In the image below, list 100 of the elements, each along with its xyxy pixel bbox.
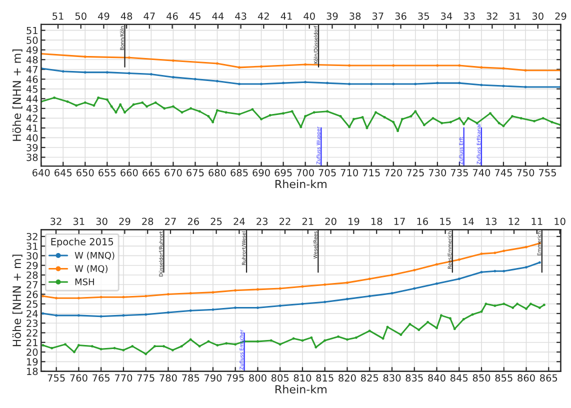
x2-tick-label: 12 (508, 218, 520, 225)
y-tick-label: 45 (26, 86, 38, 93)
y-tick-label: 18 (27, 368, 38, 376)
x-tick-label: 690 (252, 168, 270, 176)
y-tick-label: 38 (26, 154, 38, 162)
legend-label: W (MQ) (74, 265, 108, 274)
y-tick-label: 26 (26, 290, 38, 298)
x2-tick-label: 20 (325, 218, 336, 226)
x-tick-label: 715 (362, 169, 380, 176)
x2-tick-label: 23 (256, 218, 268, 226)
y-tick-label: 49 (26, 46, 38, 54)
x2-tick-label: 26 (188, 218, 199, 226)
x2-tick-label: 24 (234, 218, 245, 225)
x-tick-label: 660 (120, 168, 138, 176)
x-tick-label: 675 (186, 168, 204, 176)
x-tick-label: 770 (114, 374, 132, 382)
x-tick-label: 810 (294, 374, 312, 382)
y-tick-label: 46 (26, 76, 38, 83)
x2-tick-label: 19 (348, 218, 360, 226)
x-tick-label: 765 (92, 374, 110, 382)
x-tick-label: 705 (318, 168, 336, 176)
y-tick-label: 30 (26, 252, 38, 260)
x-tick-label: 720 (384, 168, 402, 176)
x-tick-label: 850 (472, 374, 490, 382)
x-tick-label: 845 (450, 374, 468, 382)
x-tick-label: 700 (296, 168, 314, 176)
y-tick-label: 24 (26, 310, 38, 318)
x2-tick-label: 43 (235, 12, 246, 20)
x-tick-label: 755 (539, 169, 556, 176)
x-tick-label: 785 (182, 374, 200, 382)
x2-tick-label: 21 (302, 218, 314, 225)
x2-tick-label: 14 (463, 218, 474, 225)
x-tick-label: 775 (137, 374, 154, 382)
x2-tick-label: 27 (165, 218, 176, 225)
y-tick-label: 23 (26, 320, 38, 327)
x-tick-label: 835 (406, 374, 423, 382)
x-tick-label: 740 (472, 168, 490, 176)
x-tick-label: 815 (316, 374, 334, 382)
x-tick-label: 790 (204, 374, 222, 382)
y-tick-label: 22 (26, 329, 38, 336)
x2-tick-label: 40 (304, 12, 315, 20)
x2-tick-label: 44 (212, 12, 224, 20)
x2-tick-label: 18 (371, 218, 382, 226)
x-tick-label: 730 (428, 168, 446, 176)
y-tick-label: 43 (26, 104, 38, 112)
x2-tick-label: 39 (326, 12, 338, 20)
y-tick-label: 27 (26, 281, 38, 288)
x-tick-label: 745 (494, 169, 512, 176)
y-tick-label: 32 (26, 232, 38, 240)
x2-tick-label: 11 (532, 218, 542, 225)
y-axis-title: Höhe [NHN + m] (12, 50, 22, 141)
legend-title: Epoche 2015 (51, 238, 114, 248)
x-tick-label: 780 (160, 374, 177, 382)
x2-tick-label: 48 (120, 12, 132, 20)
legend-label: W (MNQ) (74, 252, 114, 260)
x2-tick-label: 25 (210, 218, 222, 226)
x2-tick-label: 49 (98, 12, 110, 20)
x2-tick-label: 36 (395, 12, 406, 20)
y-tick-label: 39 (26, 144, 38, 152)
x2-tick-label: 42 (258, 12, 269, 20)
x-tick-label: 800 (249, 374, 266, 382)
x2-tick-label: 31 (73, 218, 84, 226)
x-tick-label: 750 (517, 168, 534, 176)
x-tick-label: 725 (406, 168, 424, 176)
x2-tick-label: 32 (486, 12, 498, 20)
x-tick-label: 710 (340, 168, 358, 176)
x2-tick-label: 47 (144, 12, 155, 20)
x2-tick-label: 38 (350, 12, 361, 20)
x-tick-label: 670 (164, 168, 182, 176)
x-tick-label: 650 (76, 168, 94, 176)
x2-tick-label: 35 (418, 12, 429, 20)
y-tick-label: 20 (26, 348, 38, 356)
y-tick-label: 28 (26, 271, 38, 279)
x-tick-label: 685 (230, 168, 248, 176)
x-tick-label: 680 (208, 168, 226, 176)
y-tick-label: 48 (26, 56, 38, 64)
x2-tick-label: 10 (554, 218, 566, 226)
y-tick-label: 25 (26, 300, 38, 308)
legend-label: MSH (75, 278, 94, 286)
y-axis-title: Höhe [NHN + m] (12, 254, 22, 346)
x2-tick-label: 33 (464, 12, 475, 20)
x-tick-label: 655 (98, 168, 116, 176)
x2-tick-label: 32 (50, 218, 62, 226)
y-tick-label: 47 (26, 66, 38, 74)
y-tick-label: 31 (26, 242, 38, 250)
x2-tick-label: 41 (280, 12, 292, 20)
y-tick-label: 51 (26, 26, 38, 34)
x2-tick-label: 31 (510, 12, 520, 20)
y-tick-label: 19 (27, 358, 38, 366)
x-axis-title: Rhein-km (276, 180, 326, 188)
x2-tick-label: 37 (372, 12, 384, 20)
x-tick-label: 855 (495, 374, 512, 382)
x-tick-label: 840 (428, 374, 446, 382)
y-tick-label: 29 (26, 262, 38, 270)
y-tick-label: 42 (26, 114, 38, 122)
x2-tick-label: 51 (52, 12, 64, 20)
y-tick-label: 40 (26, 134, 38, 142)
x-tick-label: 795 (226, 374, 244, 382)
x-tick-label: 735 (450, 168, 468, 176)
x-tick-label: 665 (142, 168, 160, 176)
